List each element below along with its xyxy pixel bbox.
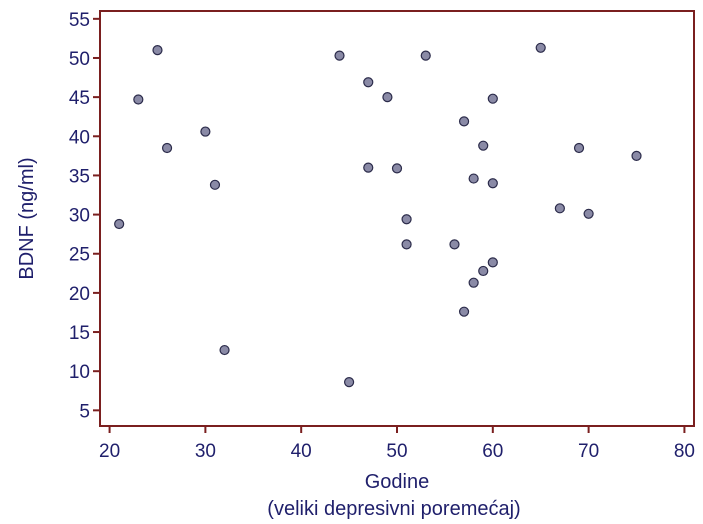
data-point [382,92,393,103]
data-point [391,163,403,174]
y-tick-label: 45 [69,88,90,109]
y-tick-label: 55 [69,10,90,31]
x-tick-label: 60 [482,441,503,462]
data-point [152,45,163,56]
data-point [478,265,489,277]
y-tick-label: 35 [69,166,90,187]
data-point [363,77,374,88]
y-tick-label: 50 [69,49,90,70]
x-axis: 20 30 40 50 60 70 80 [99,426,695,462]
x-tick-label: 30 [195,441,216,462]
data-point [487,257,498,268]
y-axis-title: BDNF (ng/ml) [16,157,38,279]
data-point [401,214,412,225]
y-tick-label: 10 [69,362,90,383]
x-tick-label: 20 [99,441,120,462]
data-point [554,203,565,214]
data-point [468,173,479,184]
y-tick-label: 5 [79,401,90,422]
data-point [478,140,489,151]
data-point [363,162,374,173]
y-tick-label: 20 [69,284,90,305]
data-point [420,50,431,61]
data-point [631,150,642,161]
y-tick-label: 15 [69,323,90,344]
data-point [458,306,470,317]
x-tick-label: 80 [674,441,695,462]
data-point [343,377,355,388]
y-tick-label: 30 [69,206,90,227]
data-point [334,50,345,61]
data-point [114,218,125,230]
data-point [573,142,585,154]
data-point [468,277,479,288]
data-point [458,116,470,127]
plot-area-frame [99,10,695,427]
x-axis-subtitle: (veliki depresivni poremećaj) [267,498,520,520]
x-tick-label: 50 [386,441,407,462]
data-point [200,126,211,137]
y-axis: 5 10 15 20 25 30 35 40 45 50 55 [69,10,100,422]
y-tick-label: 25 [69,245,90,266]
data-point [487,178,498,189]
data-point [449,239,460,250]
data-points [114,42,642,388]
x-tick-label: 70 [578,441,599,462]
data-point [133,94,144,105]
data-point [401,239,412,250]
x-axis-title: Godine [365,471,430,493]
x-tick-label: 40 [291,441,312,462]
y-tick-label: 40 [69,127,90,148]
data-point [209,179,221,190]
data-point [487,93,498,104]
data-point [583,208,594,219]
data-point [219,344,230,356]
data-point [161,142,173,154]
data-point [535,42,546,53]
